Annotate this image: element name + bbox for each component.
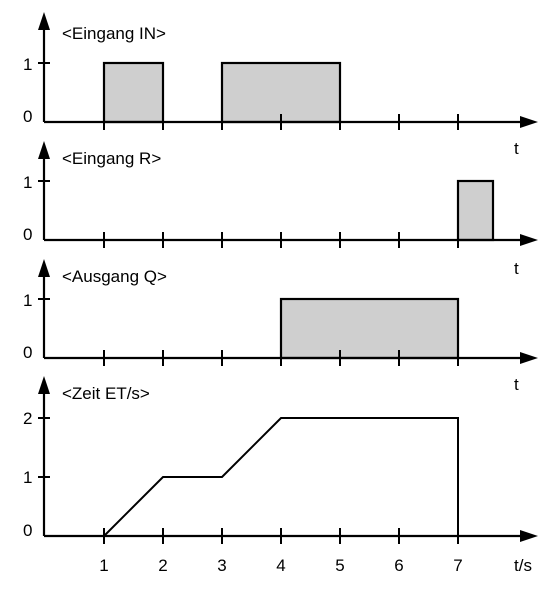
y-axis-arrow-icon bbox=[38, 141, 50, 159]
signal-pulses bbox=[456, 179, 495, 242]
panel-label: <Eingang R> bbox=[62, 149, 161, 168]
x-tick-label: 5 bbox=[335, 556, 344, 575]
y-tick-label: 0 bbox=[23, 521, 32, 540]
signal-pulses bbox=[102, 61, 342, 124]
signal-pulses bbox=[279, 297, 460, 360]
panel-label: <Zeit ET/s> bbox=[62, 384, 150, 403]
x-tick-label: 3 bbox=[217, 556, 226, 575]
y-tick-label: 0 bbox=[23, 343, 32, 362]
x-axis-label: t/s bbox=[514, 556, 532, 575]
x-tick-labels: 1 2 3 4 5 6 7 bbox=[99, 556, 462, 575]
signal-pulse bbox=[279, 297, 460, 360]
x-tick-label: 6 bbox=[394, 556, 403, 575]
x-axis-arrow-icon bbox=[520, 234, 538, 246]
y-tick-label: 1 bbox=[23, 55, 32, 74]
signal-pulse bbox=[220, 61, 342, 124]
y-tick-label: 1 bbox=[23, 291, 32, 310]
x-tick-label: 4 bbox=[276, 556, 285, 575]
x-axis-arrow-icon bbox=[520, 116, 538, 128]
x-axis-arrow-icon bbox=[520, 530, 538, 542]
y-axis-arrow-icon bbox=[38, 376, 50, 394]
x-axis-label: t bbox=[514, 375, 519, 394]
panel-label: <Eingang IN> bbox=[62, 24, 166, 43]
signal-pulse bbox=[102, 61, 165, 124]
y-axis-arrow-icon bbox=[38, 259, 50, 277]
y-tick-label: 1 bbox=[23, 173, 32, 192]
x-axis-label: t bbox=[514, 139, 519, 158]
panel-eingang-r: <Eingang R> 1 0 t bbox=[23, 141, 538, 278]
x-axis-label: t bbox=[514, 259, 519, 278]
y-axis-arrow-icon bbox=[38, 12, 50, 30]
x-tick-label: 2 bbox=[158, 556, 167, 575]
x-tick-label: 7 bbox=[453, 556, 462, 575]
x-tick-label: 1 bbox=[99, 556, 108, 575]
panel-label: <Ausgang Q> bbox=[62, 267, 167, 286]
y-tick-label: 1 bbox=[23, 468, 32, 487]
panel-ausgang-q: <Ausgang Q> 1 0 t bbox=[23, 259, 538, 394]
panel-zeit-et: <Zeit ET/s> 2 1 0 t/s 1 2 3 4 5 6 7 bbox=[23, 376, 538, 575]
signal-pulse bbox=[456, 179, 495, 242]
elapsed-time-curve bbox=[103, 417, 459, 537]
y-tick-label: 2 bbox=[23, 409, 32, 428]
y-tick-label: 0 bbox=[23, 225, 32, 244]
panel-eingang-in: <Eingang IN> 1 0 t bbox=[23, 12, 538, 158]
y-tick-label: 0 bbox=[23, 107, 32, 126]
x-axis-arrow-icon bbox=[520, 352, 538, 364]
